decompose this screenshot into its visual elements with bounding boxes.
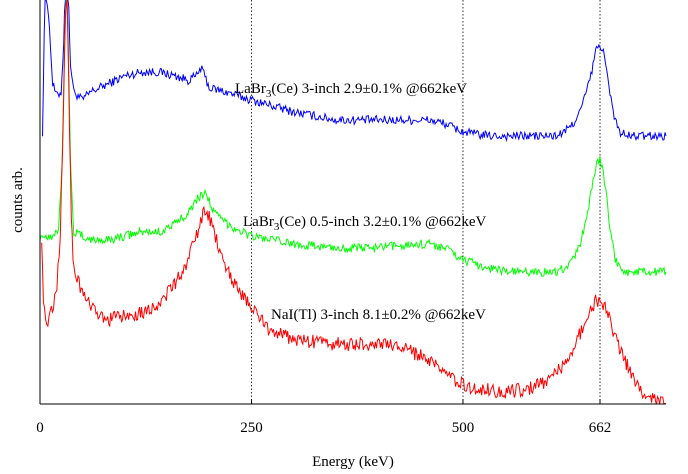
x-tick-label-250: 250 — [240, 420, 263, 436]
series-line-labr3-3inch — [42, 0, 667, 143]
axes — [39, 0, 666, 405]
annotation-labr3-3inch-subscript: 3 — [266, 88, 272, 100]
reference-lines — [251, 0, 601, 404]
annotation-labr3-3inch: LaBr3(Ce) 3-inch 2.9±0.1% @662keV — [235, 81, 467, 100]
y-axis-title: counts arb. — [10, 167, 26, 233]
x-tick-label-500: 500 — [452, 420, 475, 436]
annotation-nai-3inch-label: NaI(Tl) 3-inch 8.1±0.2% @662keV — [271, 307, 486, 323]
annotation-labr3-3inch-prefix: LaBr — [235, 81, 266, 97]
x-axis-title: Energy (keV) — [312, 454, 394, 470]
series-line-nai-3inch — [41, 0, 667, 405]
x-tick-label-0: 0 — [36, 420, 44, 436]
annotation-labr3-3inch-suffix: (Ce) 3-inch 2.9±0.1% @662keV — [271, 81, 467, 97]
annotation-labr3-05inch-prefix: LaBr — [243, 214, 274, 230]
series-line-labr3-05inch — [39, 0, 667, 278]
x-tick-label-662: 662 — [589, 420, 612, 436]
annotation-labr3-05inch-subscript: 3 — [274, 221, 280, 233]
x-ticks: 0 250 500 662 — [36, 399, 611, 436]
annotation-labr3-05inch: LaBr3(Ce) 0.5-inch 3.2±0.1% @662keV — [243, 214, 487, 233]
series-layer — [39, 0, 667, 405]
annotation-labr3-05inch-suffix: (Ce) 0.5-inch 3.2±0.1% @662keV — [279, 214, 486, 230]
annotation-nai-3inch: NaI(Tl) 3-inch 8.1±0.2% @662keV — [271, 307, 486, 323]
